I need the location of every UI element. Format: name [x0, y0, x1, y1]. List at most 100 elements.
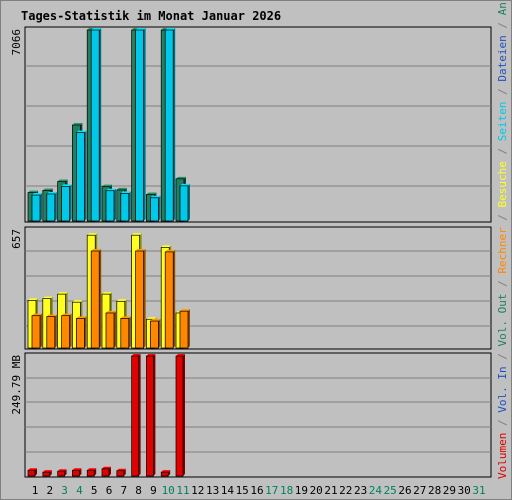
- bar-face: [101, 468, 110, 477]
- bar-side: [64, 469, 67, 476]
- bar-top: [120, 191, 131, 194]
- bar-top: [116, 187, 127, 190]
- bar-face: [57, 470, 65, 477]
- bar-side: [188, 309, 190, 348]
- x-tick-label-day-30: 30: [458, 484, 471, 497]
- bar-volume-volumen-day-7: [116, 468, 126, 477]
- x-tick-label-day-3: 3: [61, 484, 68, 497]
- bar-top: [150, 319, 161, 322]
- bar-top: [42, 188, 53, 191]
- bar-volume-volumen-day-10: [160, 470, 171, 477]
- legend-entry-7: /: [496, 207, 509, 227]
- bar-volume-volumen-day-6: [101, 466, 111, 477]
- bar-side: [40, 193, 42, 221]
- bar-volume-volumen-day-8: [131, 354, 141, 477]
- bar-face: [61, 186, 70, 222]
- bar-face: [42, 471, 51, 477]
- bar-top: [91, 28, 102, 30]
- bar-requests-dateien-day-9: [150, 195, 161, 222]
- x-tick-label-day-19: 19: [295, 484, 308, 497]
- chart-panels: 7066 657 249.79 MB: [10, 26, 492, 478]
- bar-face: [46, 316, 56, 349]
- bar-top: [146, 354, 156, 356]
- x-tick-label-day-14: 14: [221, 484, 235, 497]
- x-tick-label-day-20: 20: [310, 484, 323, 497]
- bar-top: [102, 292, 112, 295]
- legend-entry-2: Vol. In: [496, 366, 509, 412]
- bar-visits-rechner-day-4: [76, 316, 87, 349]
- x-tick-label-day-28: 28: [428, 484, 441, 497]
- bar-requests-dateien-day-3: [61, 184, 72, 222]
- legend-entry-3: /: [496, 347, 509, 367]
- bar-top: [165, 28, 176, 30]
- bar-top: [180, 309, 190, 312]
- bar-top: [57, 469, 67, 472]
- bar-top: [46, 314, 57, 317]
- bar-face: [179, 310, 189, 349]
- bar-face: [72, 469, 80, 477]
- bar-face: [150, 320, 159, 349]
- bar-volume-volumen-day-4: [72, 468, 82, 477]
- legend-entry-14: Anfragen: [496, 1, 509, 15]
- bar-face: [105, 190, 115, 222]
- x-tick-label-day-5: 5: [91, 484, 98, 497]
- x-tick-label-day-24: 24: [369, 484, 383, 497]
- bar-visits-rechner-day-5: [90, 249, 102, 349]
- bar-top: [61, 184, 72, 187]
- bar-face: [135, 250, 144, 349]
- bar-top: [165, 249, 176, 252]
- x-tick-label-day-18: 18: [280, 484, 293, 497]
- bar-face: [61, 315, 70, 349]
- bar-side: [35, 468, 37, 476]
- x-tick-label-day-11: 11: [176, 484, 189, 497]
- bar-top: [28, 298, 38, 301]
- panel-frame: [24, 352, 492, 478]
- bar-top: [102, 466, 111, 469]
- bar-side: [49, 470, 52, 476]
- bar-top: [116, 468, 126, 471]
- x-tick-label-day-10: 10: [162, 484, 175, 497]
- legend-entry-12: Dateien: [496, 35, 509, 81]
- legend-entry-4: Vol. Out: [496, 294, 509, 347]
- bar-top: [120, 316, 131, 319]
- x-tick-label-day-23: 23: [354, 484, 367, 497]
- bar-top: [57, 179, 68, 182]
- bar-top: [176, 354, 185, 356]
- bar-face: [27, 469, 36, 477]
- bar-side: [69, 184, 72, 221]
- bar-top: [42, 296, 53, 299]
- bar-face: [46, 193, 56, 222]
- bar-top: [32, 313, 42, 316]
- bar-volume-volumen-day-3: [57, 469, 67, 477]
- bar-volume-volumen-day-2: [42, 470, 52, 477]
- legend-entry-13: /: [496, 15, 509, 35]
- x-tick-label-day-8: 8: [135, 484, 142, 497]
- x-tick-label-day-2: 2: [46, 484, 53, 497]
- bar-requests-dateien-day-1: [31, 193, 42, 222]
- bar-side: [54, 314, 57, 348]
- x-tick-label-day-17: 17: [265, 484, 278, 497]
- bar-side: [158, 195, 161, 221]
- bar-visits-rechner-day-9: [150, 319, 161, 349]
- x-tick-label-day-29: 29: [443, 484, 456, 497]
- x-tick-label-day-1: 1: [32, 484, 39, 497]
- bar-top: [72, 300, 83, 303]
- bar-top: [87, 233, 98, 236]
- bar-volume-volumen-day-1: [27, 468, 37, 477]
- bar-top: [91, 249, 102, 252]
- bar-top: [76, 316, 87, 319]
- x-tick-label-day-7: 7: [120, 484, 127, 497]
- bar-side: [114, 188, 116, 221]
- bar-visits-rechner-day-7: [120, 316, 131, 349]
- right-legend: Volumen / Vol. In / Vol. Out / Rechner /…: [496, 1, 509, 479]
- bar-visits-rechner-day-3: [61, 313, 72, 349]
- scale-label-volume: 249.79 MB: [10, 355, 23, 415]
- bar-top: [72, 123, 83, 126]
- bar-top: [150, 195, 161, 198]
- bar-side: [158, 319, 161, 348]
- bar-visits-rechner-day-6: [105, 310, 116, 349]
- bar-top: [57, 292, 68, 295]
- bar-face: [31, 315, 41, 349]
- bar-face: [90, 29, 100, 222]
